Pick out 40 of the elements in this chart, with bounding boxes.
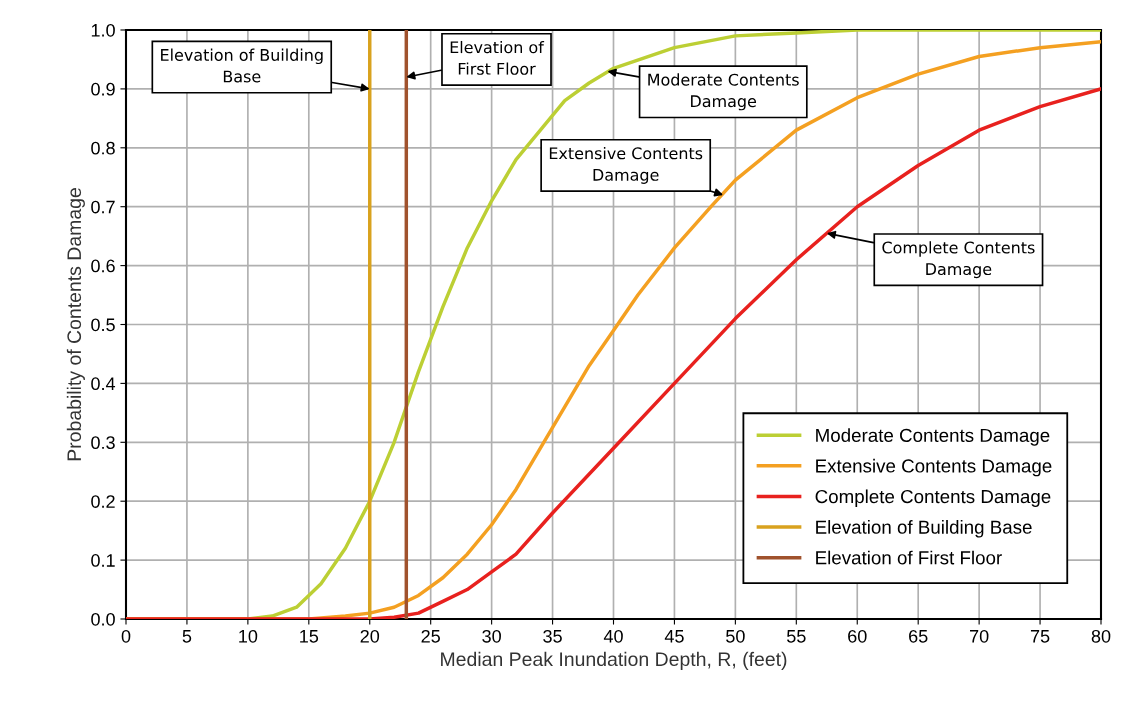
y-tick-label: 0.6 [91,259,115,273]
x-tick-label: 45 [664,630,684,643]
y-tick-label: 0.4 [91,377,116,391]
legend-label: Elevation of First Floor [816,550,1002,565]
x-tick-label: 80 [1091,629,1111,643]
legend-label: Moderate Contents Damage [816,428,1050,446]
legend-label: Elevation of Building Base [816,520,1032,538]
y-axis-title: Probability of Contents Damage [66,188,85,461]
y-tick-label: 0.0 [91,612,115,626]
annotation: Complete Contents Damage [882,241,1035,279]
x-tick-label: 35 [543,629,562,643]
y-tick-label: 0.2 [91,495,115,508]
x-tick-label: 60 [848,629,867,643]
x-tick-label: 70 [970,629,989,643]
y-tick-label: 0.3 [91,436,115,450]
x-tick-label: 20 [360,629,380,643]
annotation: Elevation of Building Base [161,48,323,83]
x-tick-label: 25 [421,629,440,643]
x-tick-label: 0 [121,629,131,643]
x-tick-label: 40 [603,629,623,643]
y-tick-label: 0.5 [91,318,115,332]
x-tick-label: 10 [239,629,258,643]
annotation: Extensive Contents Damage [549,146,703,184]
legend-label: Complete Contents Damage [815,489,1051,507]
y-tick-label: 0.1 [91,554,115,567]
y-tick-label: 0.8 [91,141,115,155]
x-tick-label: 55 [786,630,806,643]
x-tick-label: 50 [726,629,745,643]
y-tick-label: 0.9 [91,82,115,96]
annotation: Elevation of First Floor [450,40,545,75]
x-tick-label: 65 [909,629,928,643]
x-tick-label: 15 [300,630,319,643]
x-axis-title: Median Peak Inundation Depth, R, (feet) [441,651,787,670]
x-tick-label: 5 [182,630,192,643]
x-tick-label: 30 [482,629,501,643]
y-tick-label: 1.0 [91,23,115,37]
x-tick-label: 75 [1030,630,1050,643]
legend-label: Extensive Contents Damage [816,458,1052,477]
y-tick-label: 0.7 [91,200,115,214]
annotation: Moderate Contents Damage [648,73,799,111]
